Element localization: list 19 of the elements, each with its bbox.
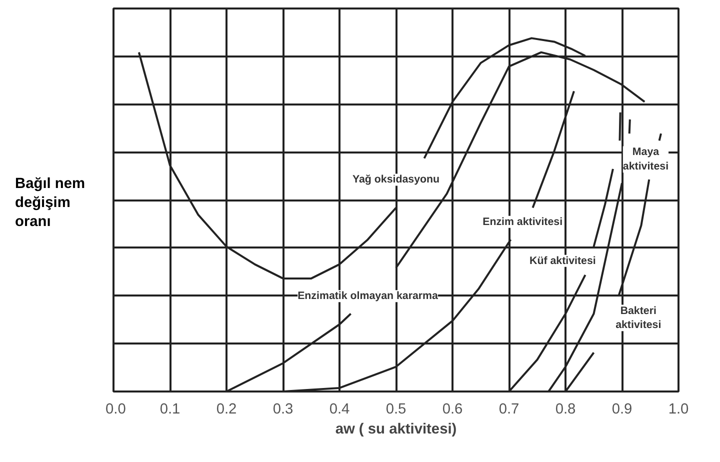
annotation: Enzimatik olmayan kararma: [298, 290, 438, 302]
annotation: Enzim aktivitesi: [482, 216, 563, 228]
y-axis-title: Bağıl nem değişim oranı: [15, 175, 86, 232]
x-axis-title: aw ( su aktivitesi): [335, 422, 457, 438]
annotation: Küf aktivitesi: [530, 254, 596, 267]
x-tick-label: 0.9: [612, 402, 632, 418]
x-tick-label: 0.1: [160, 402, 180, 418]
x-tick-label: 0.5: [386, 402, 406, 418]
annotation: Yağ oksidasyonu: [352, 174, 440, 186]
x-tick-label: 0.0: [106, 402, 126, 418]
x-tick-label: 0.6: [442, 402, 463, 418]
x-tick-label: 0.4: [329, 402, 350, 418]
x-tick-label: 1.0: [668, 402, 689, 418]
x-tick-label: 0.3: [272, 402, 294, 418]
annotation: Maya aktivitesi: [622, 146, 669, 173]
annotation: Bakteri aktivitesi: [616, 304, 662, 332]
x-tick-label: 0.2: [216, 402, 237, 418]
x-tick-label: 0.8: [555, 402, 576, 418]
x-tick-label: 0.7: [498, 402, 520, 418]
